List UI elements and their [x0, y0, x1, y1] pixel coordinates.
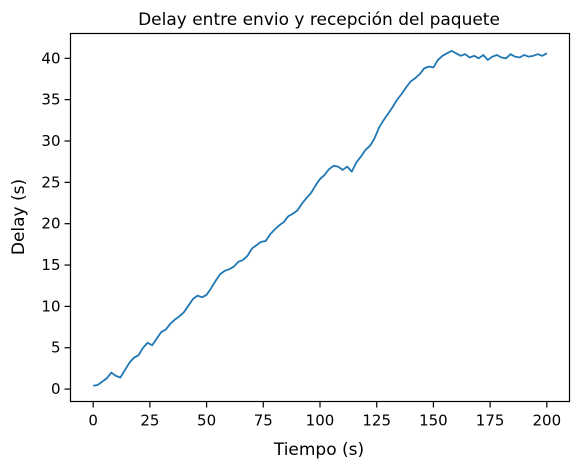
- y-axis-ticks: 0 5 10 15 20 25 30 35 40: [41, 49, 71, 398]
- y-axis-label: Delay (s): [9, 179, 29, 255]
- y-tick-label: 30: [41, 132, 60, 150]
- x-tick-label: 25: [140, 412, 159, 430]
- y-tick-label: 15: [41, 256, 60, 274]
- y-tick-label: 20: [41, 215, 60, 233]
- x-tick-label: 200: [532, 412, 561, 430]
- x-axis-ticks: 0 25 50 75 100 125 150 175 200: [88, 401, 561, 430]
- x-tick-label: 175: [476, 412, 505, 430]
- chart-title: Delay entre envio y recepción del paquet…: [138, 10, 500, 30]
- y-tick-label: 5: [51, 339, 61, 357]
- y-tick-label: 25: [41, 173, 60, 191]
- y-tick-label: 10: [41, 297, 60, 315]
- series-line-0: [93, 49, 548, 387]
- y-tick-label: 40: [41, 49, 60, 67]
- y-tick-label: 35: [41, 91, 60, 109]
- x-tick-label: 125: [362, 412, 391, 430]
- x-tick-label: 50: [197, 412, 216, 430]
- x-tick-label: 75: [254, 412, 273, 430]
- x-tick-label: 0: [88, 412, 98, 430]
- x-tick-label: 150: [419, 412, 448, 430]
- plot-area: [93, 49, 548, 387]
- x-tick-label: 100: [306, 412, 335, 430]
- x-axis-label: Tiempo (s): [273, 440, 364, 460]
- y-tick-label: 0: [51, 380, 61, 398]
